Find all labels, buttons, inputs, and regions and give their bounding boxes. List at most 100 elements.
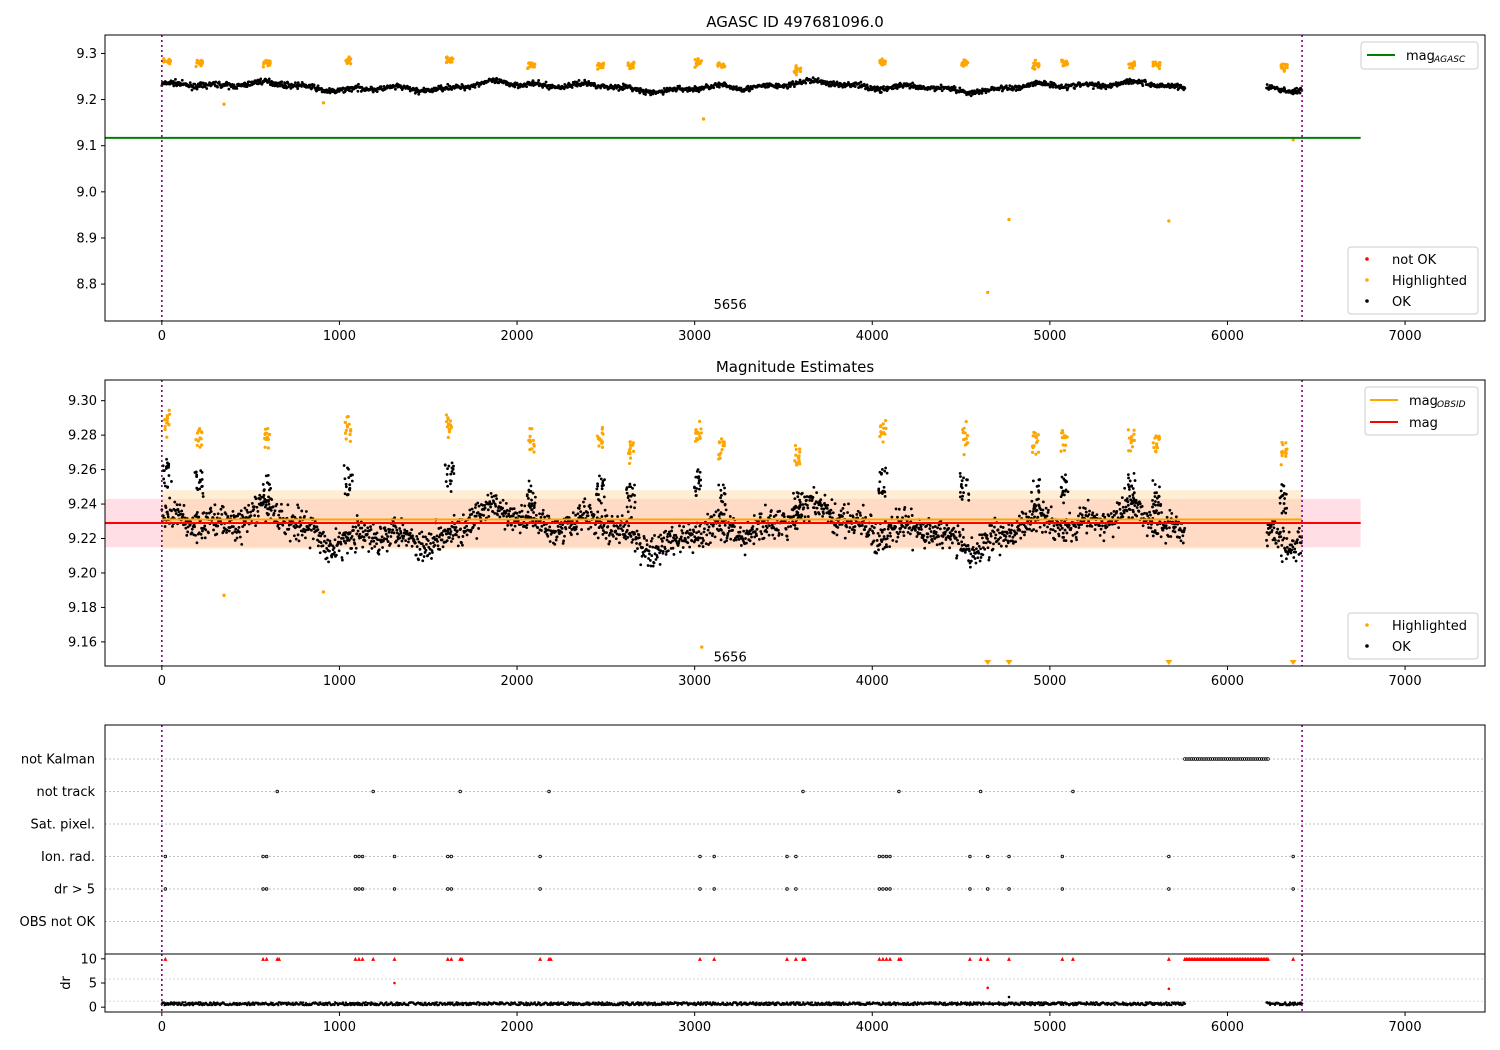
ok-point: [829, 508, 833, 512]
ok-point: [926, 532, 930, 536]
ok-point: [1031, 510, 1035, 513]
highlighted-outlier: [222, 102, 226, 106]
highlighted-point: [629, 66, 633, 70]
ok-point: [697, 544, 701, 548]
ok-point: [782, 86, 785, 89]
ok-point: [247, 80, 251, 84]
ok-point: [885, 471, 889, 475]
highlighted-point: [445, 425, 450, 429]
ok-point: [527, 504, 531, 507]
ok-point: [992, 542, 995, 546]
ok-point: [967, 493, 971, 496]
ok-point: [920, 528, 923, 531]
legend-label: Highlighted: [1392, 274, 1467, 289]
ok-point: [205, 511, 209, 515]
ok-point: [355, 532, 359, 536]
ok-point: [711, 532, 715, 536]
ok-point: [707, 525, 711, 529]
ok-point: [743, 553, 747, 557]
ok-point: [239, 509, 243, 513]
ok-point: [794, 504, 798, 508]
ok-point: [323, 550, 327, 554]
highlighted-point: [693, 65, 697, 69]
ok-point: [882, 489, 886, 493]
ok-point: [194, 470, 198, 474]
ok-point: [598, 474, 601, 478]
ok-point: [1291, 92, 1295, 96]
ok-point: [256, 510, 260, 513]
ok-point: [876, 531, 880, 535]
ok-point: [353, 542, 357, 546]
ok-point: [633, 500, 637, 504]
ok-point: [1011, 535, 1015, 539]
ok-point: [221, 505, 225, 509]
ok-point: [886, 534, 890, 538]
ok-point: [576, 532, 579, 536]
ok-point: [1104, 87, 1108, 91]
ok-point: [1122, 511, 1126, 515]
ok-point: [1053, 538, 1057, 542]
ok-point: [173, 500, 177, 504]
ok-point: [1130, 502, 1134, 505]
ok-point: [235, 536, 239, 540]
ok-point: [476, 501, 480, 505]
ok-point: [697, 487, 701, 491]
ok-point: [719, 496, 722, 500]
x-tick-label: 5000: [1033, 329, 1066, 344]
ok-point: [267, 495, 270, 499]
highlighted-point: [165, 415, 169, 419]
ok-point: [938, 527, 942, 531]
ok-point: [664, 553, 668, 556]
ok-point: [346, 466, 349, 470]
ok-point: [811, 495, 815, 499]
ok-point: [1051, 85, 1055, 89]
ok-point: [1293, 547, 1297, 551]
ok-point: [761, 525, 765, 529]
ok-point: [629, 535, 633, 538]
agasc-panel: AGASC ID 497681096.0 8.88.99.09.19.29.30…: [76, 13, 1486, 344]
ok-point: [686, 535, 690, 539]
ok-point: [894, 525, 897, 529]
ok-point: [325, 556, 329, 560]
ok-point: [607, 542, 611, 546]
ok-point: [880, 540, 884, 543]
ok-point: [556, 525, 560, 528]
ok-point: [1037, 490, 1041, 494]
ok-point: [304, 536, 307, 540]
ok-point: [1086, 498, 1090, 502]
ok-point: [561, 541, 565, 545]
ok-point: [738, 530, 742, 534]
highlighted-point: [880, 57, 884, 61]
ok-point: [1164, 524, 1168, 528]
ok-point: [977, 544, 981, 548]
ok-point: [1267, 88, 1271, 91]
ok-point: [201, 85, 205, 89]
ok-point: [340, 558, 344, 562]
ok-point: [1065, 531, 1069, 535]
ok-point: [1296, 538, 1299, 542]
highlighted-point: [721, 65, 725, 69]
ok-point: [380, 535, 384, 539]
ok-point: [571, 511, 575, 515]
ok-point: [599, 501, 603, 505]
ok-point: [220, 512, 224, 516]
ok-point: [1120, 496, 1124, 500]
ok-point: [656, 545, 660, 549]
highlighted-point: [596, 67, 600, 71]
ok-point: [262, 495, 265, 499]
ok-point: [419, 552, 423, 556]
ok-point: [1077, 526, 1081, 530]
ok-point: [1083, 507, 1087, 510]
ok-point: [1183, 86, 1187, 90]
ok-point: [504, 501, 508, 505]
ok-point: [357, 82, 360, 86]
ok-point: [877, 487, 881, 491]
ok-point: [344, 482, 348, 486]
ok-point: [906, 530, 910, 534]
ok-point: [1118, 501, 1121, 505]
ok-point: [1178, 536, 1181, 539]
ok-point: [909, 507, 913, 511]
ok-point: [163, 481, 166, 485]
highlighted-point: [347, 422, 351, 426]
ok-point: [867, 533, 871, 537]
